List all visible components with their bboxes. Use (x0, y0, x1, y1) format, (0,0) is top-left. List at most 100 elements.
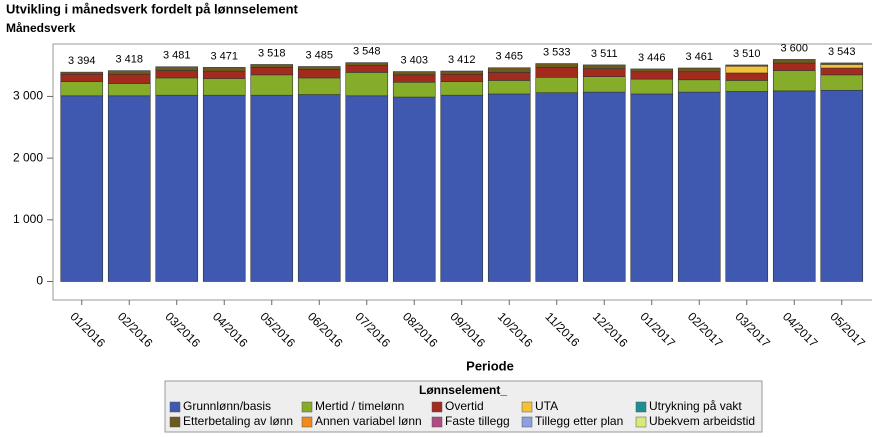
bar-segment (487, 93, 531, 282)
bar-segment (535, 77, 579, 94)
total-label: 3 600 (780, 42, 808, 54)
bar-segment (677, 71, 721, 81)
bar-segment (630, 68, 674, 73)
legend-swatch (301, 416, 313, 428)
bar-segment (535, 63, 579, 68)
bar-segment (297, 94, 341, 282)
bar-segment (440, 70, 484, 75)
x-tick-label: 03/2016 (162, 309, 203, 350)
bar-segment (820, 67, 864, 76)
x-axis-title: Periode (466, 358, 514, 373)
bar-segment (725, 72, 769, 81)
bar-segment (440, 73, 484, 82)
y-tick-label: 1 000 (13, 212, 43, 226)
bar-segment (535, 67, 579, 78)
bar-segment (487, 67, 531, 73)
bar-segment (155, 70, 199, 79)
y-tick-label: 0 (36, 274, 43, 288)
bar-segment (677, 91, 721, 282)
bar-segment (107, 73, 151, 84)
bar-segment (820, 89, 864, 282)
bar-segment (440, 94, 484, 282)
chart-title: Utvikling i månedsverk fordelt på lønnse… (6, 1, 299, 16)
legend-label: Grunnlønn/basis (183, 399, 271, 413)
legend-swatch (431, 416, 443, 428)
legend-title: Lønnselement_ (419, 383, 507, 397)
x-tick-label: 05/2017 (827, 309, 868, 350)
legend-swatch (431, 401, 443, 413)
bar-segment (60, 71, 104, 75)
bar-segment (345, 65, 389, 73)
x-tick-label: 12/2016 (590, 309, 631, 350)
legend-swatch (169, 401, 181, 413)
x-tick-label: 04/2017 (780, 309, 821, 350)
total-label: 3 543 (828, 46, 856, 58)
bar-segment (630, 93, 674, 282)
bar-segment (582, 68, 626, 77)
bar-segment (107, 83, 151, 97)
bar-segment (250, 67, 294, 76)
bar-segment (392, 71, 436, 76)
legend-swatch (169, 416, 181, 428)
total-label: 3 481 (163, 50, 191, 62)
bar-segment (107, 95, 151, 282)
bar-segment (202, 70, 246, 79)
bar-segment (60, 81, 104, 97)
bar-segment (582, 64, 626, 69)
legend-box (164, 380, 763, 433)
bar-segment (677, 79, 721, 93)
bar-segment (535, 92, 579, 282)
bar-segment (250, 94, 294, 282)
bar-segment (725, 91, 769, 282)
legend-label: Utrykning på vakt (649, 399, 742, 413)
bar-segment (772, 59, 816, 64)
legend-swatch (521, 416, 533, 428)
y-tick-label: 2 000 (13, 150, 43, 164)
bar-segment (202, 94, 246, 282)
x-tick-label: 09/2016 (447, 309, 488, 350)
x-tick-label: 11/2016 (542, 309, 582, 349)
total-label: 3 418 (115, 54, 143, 66)
total-label: 3 403 (400, 54, 428, 66)
bar-segment (202, 67, 246, 72)
bar-segment (155, 66, 199, 71)
bar-segment (392, 81, 436, 98)
x-tick-label: 10/2016 (495, 309, 536, 350)
legend-label: UTA (535, 399, 558, 413)
legend-swatch (635, 401, 647, 413)
y-axis-title: Månedsverk (6, 21, 76, 35)
bar-segment (487, 80, 531, 95)
total-label: 3 471 (210, 50, 238, 62)
bar-segment (677, 67, 721, 73)
bar-segment (820, 62, 864, 65)
x-tick-label: 05/2016 (257, 309, 298, 350)
bar-segment (725, 80, 769, 92)
bar-segment (820, 74, 864, 91)
bar-segment (392, 74, 436, 83)
bar-segment (155, 94, 199, 282)
x-tick-label: 04/2016 (210, 309, 251, 350)
bar-segment (725, 64, 769, 67)
bar-segment (582, 91, 626, 282)
total-label: 3 518 (258, 47, 286, 59)
total-label: 3 510 (733, 48, 761, 60)
bar-segment (820, 64, 864, 69)
x-tick-label: 08/2016 (400, 309, 441, 350)
x-tick-label: 07/2016 (352, 309, 393, 350)
total-label: 3 533 (543, 46, 571, 58)
bar-segment (392, 96, 436, 282)
legend-swatch (635, 416, 647, 428)
x-tick-label: 02/2016 (115, 309, 156, 350)
x-tick-label: 02/2017 (685, 309, 726, 350)
x-tick-label: 01/2017 (637, 309, 678, 350)
bar-segment (60, 73, 104, 82)
bar-segment (440, 81, 484, 96)
bar-segment (155, 77, 199, 96)
x-tick-label: 03/2017 (732, 309, 773, 350)
x-tick-label: 01/2016 (67, 309, 108, 350)
total-label: 3 548 (353, 46, 381, 58)
legend-label: Tillegg etter plan (535, 414, 623, 428)
bar-segment (772, 70, 816, 92)
legend-label: Etterbetaling av lønn (183, 414, 293, 428)
